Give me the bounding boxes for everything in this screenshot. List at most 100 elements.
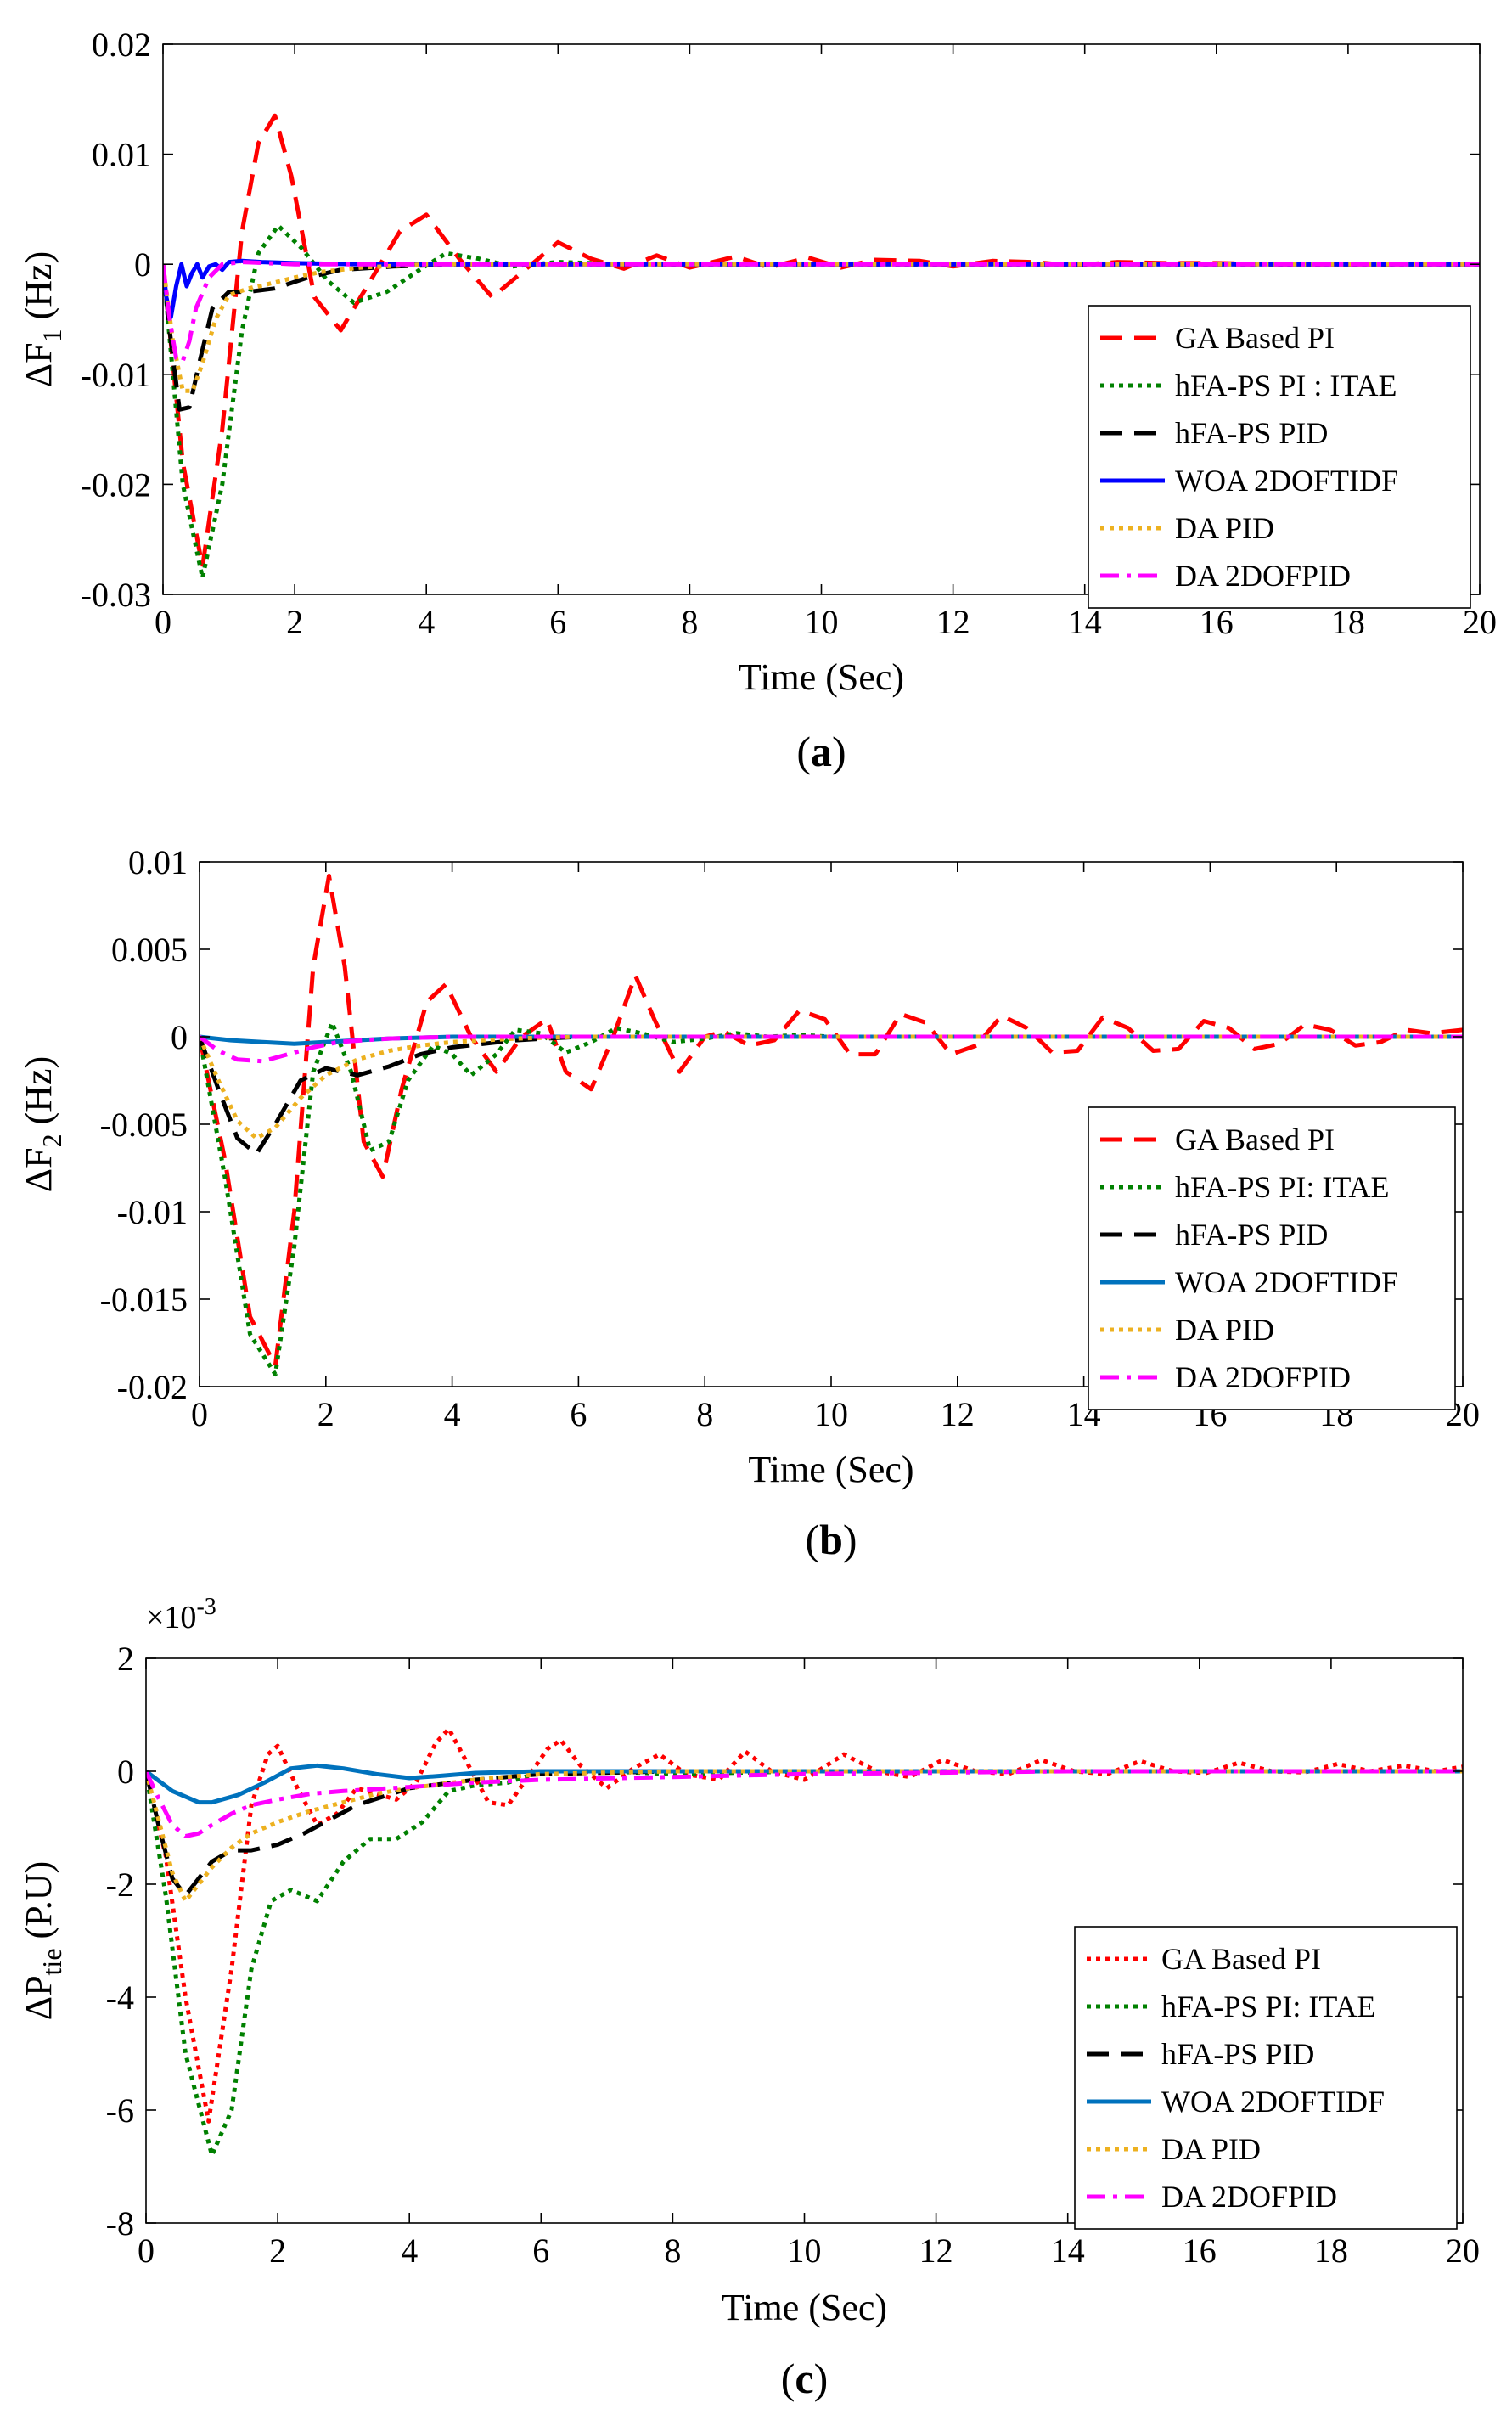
y-tick-label: -8 xyxy=(106,2204,134,2243)
x-tick-label: 12 xyxy=(919,2231,953,2270)
legend-label-da-pid: DA PID xyxy=(1175,1313,1274,1347)
x-tick-label: 10 xyxy=(814,1395,848,1433)
y-axis-title: ΔF2 (Hz) xyxy=(18,1056,67,1192)
x-axis-title: Time (Sec) xyxy=(722,2287,887,2328)
legend-label-da-2dofpid: DA 2DOFPID xyxy=(1161,2180,1337,2214)
y-axis-title-main: ΔF xyxy=(18,342,59,387)
y-tick-label: -6 xyxy=(106,2091,134,2130)
x-tick-label: 20 xyxy=(1446,2231,1480,2270)
series-line-da-pid xyxy=(200,1034,1463,1140)
x-tick-label: 16 xyxy=(1200,603,1234,641)
y-axis-title-unit: (Hz) xyxy=(18,251,59,329)
legend-label-da-2dofpid: DA 2DOFPID xyxy=(1175,559,1351,593)
legend-label-woa-2doftidf: WOA 2DOFTIDF xyxy=(1175,1265,1398,1299)
exponent-power: -3 xyxy=(196,1594,216,1620)
chart-panel-b: 0 2 4 6 8 10 12 14 16 18 20-0.02-0.015-0.01-0.0050… xyxy=(18,843,1480,1563)
y-axis-title: ΔPtie (P.U) xyxy=(18,1861,67,2020)
legend: GA Based PI hFA-PS PI: ITAE hFA-PS PID WOA … xyxy=(1074,1926,1458,2230)
caption-letter: c xyxy=(795,2355,813,2402)
panel-caption: (c) xyxy=(781,2355,829,2402)
y-axis-title: ΔF1 (Hz) xyxy=(18,251,67,387)
y-tick-label: 0.01 xyxy=(128,843,188,881)
legend-label-woa-2doftidf: WOA 2DOFTIDF xyxy=(1161,2085,1385,2119)
x-tick-label: 4 xyxy=(444,1395,461,1433)
x-axis-title: Time (Sec) xyxy=(748,1449,913,1490)
y-axis-title-sub: 1 xyxy=(37,329,67,342)
y-tick-label: 0 xyxy=(171,1018,188,1056)
x-tick-label: 8 xyxy=(664,2231,681,2270)
y-tick-label: 0 xyxy=(134,245,151,284)
y-tick-label: -0.015 xyxy=(100,1280,188,1319)
y-tick-label: 0.01 xyxy=(92,136,151,174)
y-tick-label: -0.005 xyxy=(100,1106,188,1144)
x-tick-label: 6 xyxy=(570,1395,587,1433)
x-tick-label: 4 xyxy=(418,603,435,641)
series-line-da-pid xyxy=(163,262,1480,393)
legend-label-hfa-ps-pi-itae: hFA-PS PI: ITAE xyxy=(1175,1170,1389,1204)
chart-panel-c: 0 2 4 6 8 10 12 14 16 18 20 -8 -6 -4 -2 0 2 ×10-3 Time (Se… xyxy=(18,1594,1480,2402)
exponent-base: ×10 xyxy=(146,1600,196,1635)
x-tick-label: 10 xyxy=(805,603,839,641)
series-line-hfa-ps-pid xyxy=(146,1769,1463,1898)
x-tick-label: 0 xyxy=(138,2231,155,2270)
legend: GA Based PI hFA-PS PI: ITAE hFA-PS PID WOA … xyxy=(1088,1106,1456,1410)
legend-label-hfa-ps-pid: hFA-PS PID xyxy=(1175,416,1328,450)
y-tick-label: -0.02 xyxy=(117,1368,188,1406)
y-tick-label: -0.02 xyxy=(81,465,151,504)
y-tick-label: 0.02 xyxy=(92,25,151,64)
y-tick-label: -0.01 xyxy=(81,356,151,394)
x-tick-label: 8 xyxy=(681,603,698,641)
x-tick-label: 6 xyxy=(549,603,566,641)
legend-label-woa-2doftidf: WOA 2DOFTIDF xyxy=(1175,464,1398,498)
x-tick-label: 2 xyxy=(286,603,303,641)
caption-close-paren: ) xyxy=(832,728,846,775)
legend: GA Based PI hFA-PS PI : ITAE hFA-PS PID WOA… xyxy=(1088,305,1471,609)
x-tick-label: 18 xyxy=(1331,603,1365,641)
series-line-ga-based-pi xyxy=(200,874,1463,1368)
y-tick-label: 0 xyxy=(117,1753,134,1791)
y-tick-label: -0.03 xyxy=(81,576,151,614)
legend-label-ga-based-pi: GA Based PI xyxy=(1175,321,1335,355)
x-tick-label: 2 xyxy=(318,1395,334,1433)
legend-label-ga-based-pi: GA Based PI xyxy=(1161,1942,1321,1976)
caption-letter: b xyxy=(819,1516,843,1563)
y-tick-label: 0.005 xyxy=(111,931,188,969)
chart-panel-a: 0 2 4 6 8 10 12 14 16 18 20 -0.03 -0.02 -0.01 0 0.01 0.0… xyxy=(18,25,1497,775)
legend-box xyxy=(1088,305,1471,609)
x-tick-label: 0 xyxy=(191,1395,208,1433)
series-line-da-2dofpid xyxy=(200,1034,1463,1064)
legend-label-da-2dofpid: DA 2DOFPID xyxy=(1175,1360,1351,1394)
y-tick-label: -0.01 xyxy=(117,1193,188,1231)
y-axis-title-unit: (P.U) xyxy=(18,1861,59,1949)
x-tick-label: 18 xyxy=(1314,2231,1348,2270)
caption-open-paren: ( xyxy=(781,2355,795,2402)
caption-close-paren: ) xyxy=(843,1516,857,1563)
x-tick-label: 0 xyxy=(155,603,171,641)
caption-open-paren: ( xyxy=(805,1516,819,1563)
panel-caption: (a) xyxy=(796,728,846,775)
legend-label-hfa-ps-pid: hFA-PS PID xyxy=(1175,1218,1328,1252)
x-tick-label: 10 xyxy=(788,2231,822,2270)
x-tick-label: 12 xyxy=(936,603,970,641)
legend-label-da-pid: DA PID xyxy=(1161,2132,1261,2166)
x-tick-label: 20 xyxy=(1463,603,1497,641)
caption-close-paren: ) xyxy=(814,2355,829,2402)
legend-label-hfa-ps-pid: hFA-PS PID xyxy=(1161,2037,1314,2071)
x-tick-label: 6 xyxy=(532,2231,549,2270)
x-tick-label: 14 xyxy=(1051,2231,1085,2270)
x-tick-label: 8 xyxy=(696,1395,713,1433)
caption-letter: a xyxy=(811,728,832,775)
legend-label-da-pid: DA PID xyxy=(1175,511,1274,545)
legend-label-ga-based-pi: GA Based PI xyxy=(1175,1123,1335,1157)
series-line-hfa-ps-pid xyxy=(200,1034,1463,1157)
legend-box xyxy=(1088,1106,1456,1410)
x-tick-label: 12 xyxy=(941,1395,975,1433)
y-axis-title-main: ΔF xyxy=(18,1147,59,1192)
legend-box xyxy=(1074,1926,1458,2230)
axis-exponent-label: ×10-3 xyxy=(146,1594,216,1635)
y-tick-label: 2 xyxy=(117,1640,134,1678)
x-axis-title: Time (Sec) xyxy=(739,656,904,698)
y-axis-title-sub: 2 xyxy=(37,1134,67,1147)
x-tick-label: 16 xyxy=(1183,2231,1217,2270)
